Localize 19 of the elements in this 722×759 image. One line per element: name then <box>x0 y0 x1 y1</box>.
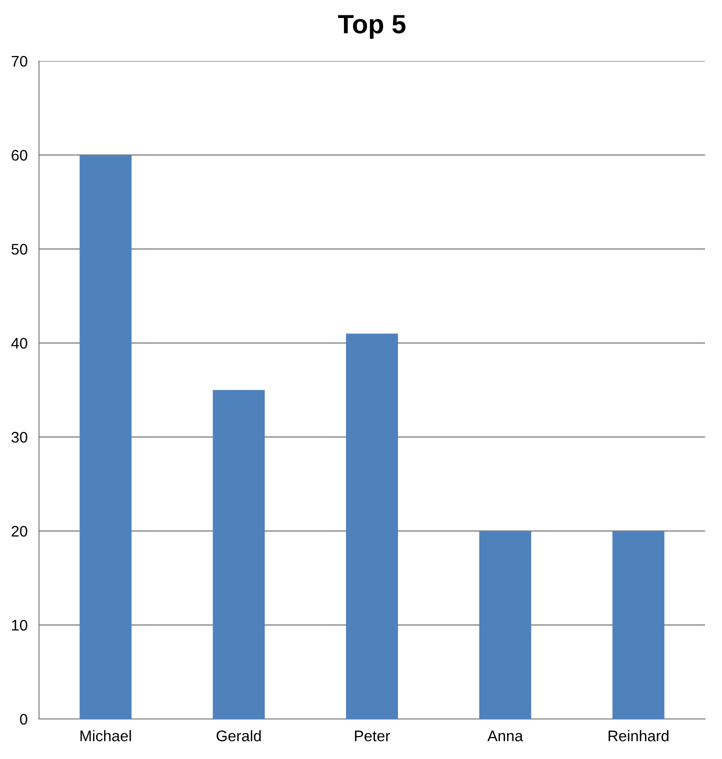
bar <box>80 155 132 719</box>
y-tick-label: 40 <box>11 338 28 349</box>
bar <box>612 531 664 719</box>
x-tick-label: Michael <box>80 730 131 742</box>
y-tick-label: 50 <box>12 244 28 255</box>
y-tick-label: 0 <box>20 714 28 725</box>
bar <box>212 390 265 719</box>
x-tick-label: Peter <box>354 730 390 742</box>
chart-title: Top 5 <box>338 15 406 39</box>
x-tick-label: Reinhard <box>608 730 668 742</box>
bar <box>479 531 532 719</box>
y-tick-label: 20 <box>12 526 28 537</box>
bar <box>346 334 398 719</box>
x-tick-label: Gerald <box>216 730 261 742</box>
y-tick-label: 60 <box>12 150 28 161</box>
y-tick-label: 10 <box>12 620 28 631</box>
x-tick-label: Anna <box>487 730 524 742</box>
y-tick-label: 30 <box>11 432 28 443</box>
y-tick-label: 70 <box>12 56 28 67</box>
